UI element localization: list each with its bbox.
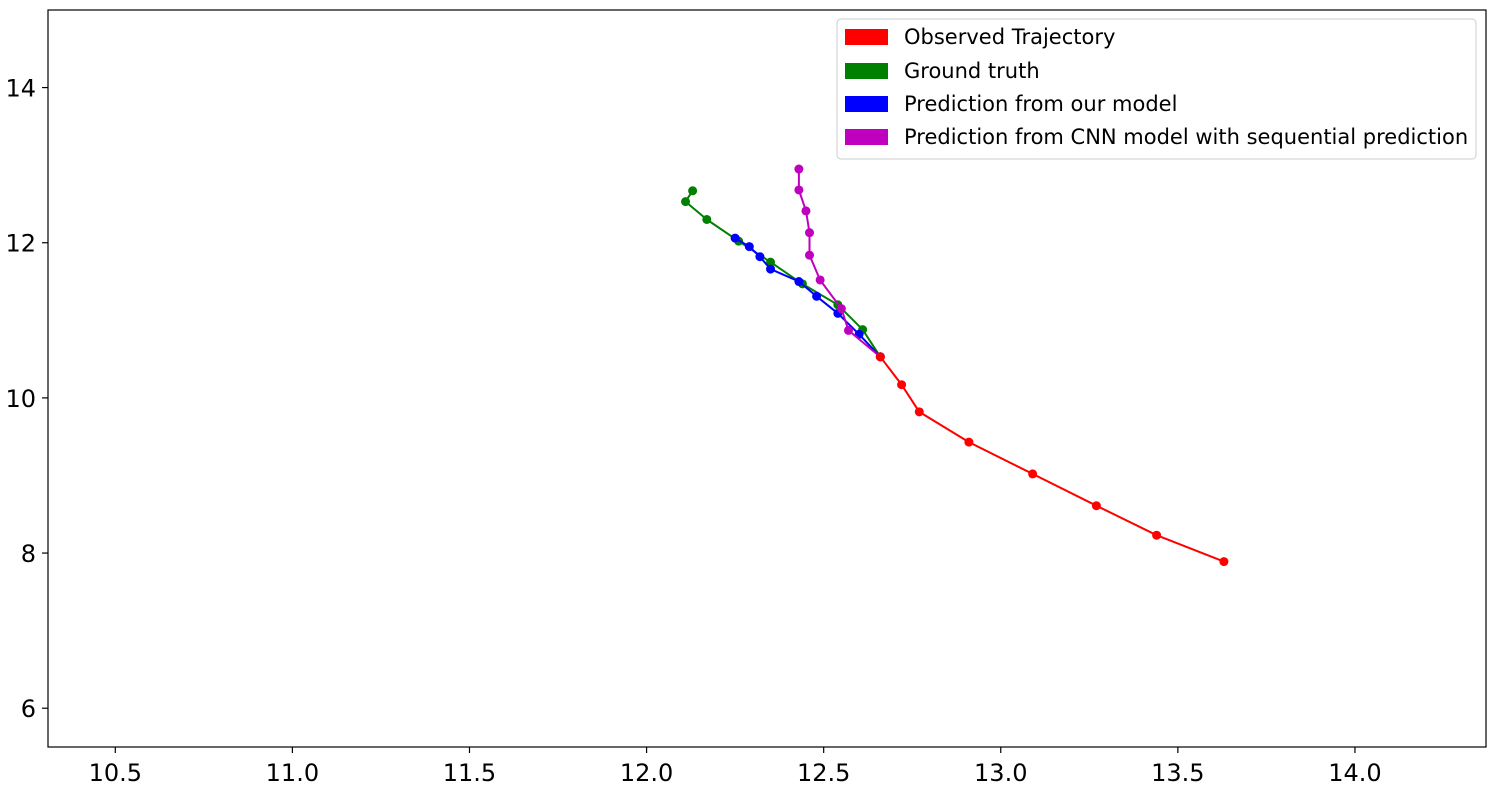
data-point	[875, 352, 885, 362]
legend-swatch-cnn-model	[845, 129, 888, 145]
legend: Observed Trajectory Ground truth Predict…	[836, 18, 1477, 160]
data-point	[1219, 557, 1229, 567]
x-tick-label: 12.0	[620, 759, 673, 787]
y-tick-label: 14	[5, 75, 36, 103]
data-point	[897, 380, 907, 390]
y-tick-label: 8	[21, 540, 36, 568]
data-point	[794, 185, 804, 195]
x-tick-label: 10.5	[89, 759, 142, 787]
data-point	[766, 257, 776, 267]
data-point	[755, 252, 765, 262]
x-axis: 10.5 11.0 11.5 12.0 12.5 13.0 13.5 14.0	[89, 747, 1382, 787]
data-point	[812, 291, 822, 301]
data-point	[805, 250, 815, 260]
legend-swatch-observed	[845, 29, 888, 45]
data-point	[794, 277, 804, 287]
data-point	[794, 164, 804, 174]
data-point	[843, 325, 853, 335]
data-point	[1091, 501, 1101, 511]
data-point	[801, 206, 811, 216]
series-0	[875, 352, 1229, 567]
y-tick-label: 6	[21, 695, 36, 723]
x-tick-label: 11.0	[266, 759, 319, 787]
series-layer	[681, 164, 1229, 567]
data-point	[964, 437, 974, 447]
series-line	[879, 356, 1225, 563]
data-point	[730, 233, 740, 243]
y-tick-label: 10	[5, 385, 36, 413]
data-point	[702, 214, 712, 224]
legend-box	[836, 18, 1477, 160]
data-point	[681, 197, 691, 207]
data-point	[688, 186, 698, 196]
data-point	[914, 407, 924, 417]
x-tick-label: 11.5	[443, 759, 496, 787]
data-point	[1028, 469, 1038, 479]
x-tick-label: 12.5	[797, 759, 850, 787]
legend-label-cnn-model: Prediction from CNN model with sequentia…	[904, 125, 1468, 149]
legend-label-our-model: Prediction from our model	[904, 92, 1177, 116]
y-axis: 6 8 10 12 14	[5, 75, 48, 723]
x-tick-label: 14.0	[1328, 759, 1381, 787]
data-point	[815, 275, 825, 285]
data-point	[805, 228, 815, 238]
x-tick-label: 13.5	[1151, 759, 1204, 787]
x-tick-label: 13.0	[974, 759, 1027, 787]
data-point	[744, 242, 754, 252]
data-point	[766, 264, 776, 274]
legend-swatch-our-model	[845, 96, 888, 112]
data-point	[836, 304, 846, 314]
legend-label-observed: Observed Trajectory	[904, 25, 1115, 49]
data-point	[1152, 530, 1162, 540]
series-2	[730, 233, 885, 362]
legend-swatch-ground-truth	[845, 63, 888, 79]
y-tick-label: 12	[5, 230, 36, 258]
legend-label-ground-truth: Ground truth	[904, 59, 1040, 83]
